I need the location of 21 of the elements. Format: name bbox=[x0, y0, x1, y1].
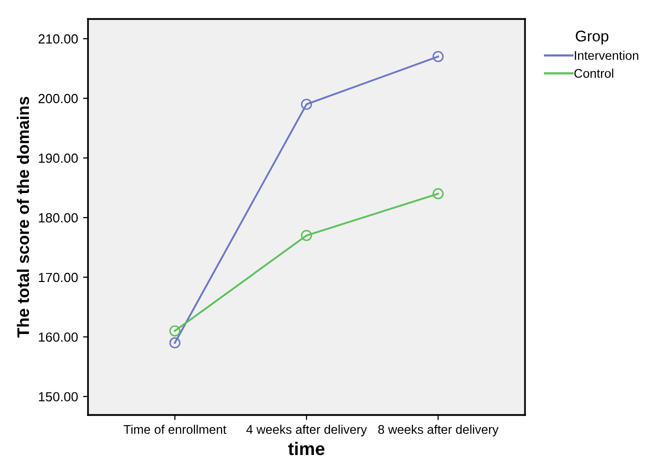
point bbox=[432, 51, 444, 62]
x-tick-label: 8 weeks after delivery bbox=[378, 424, 499, 436]
y-tick-label: 200.00 bbox=[38, 94, 78, 104]
y-tick-label: 180.00 bbox=[38, 213, 78, 223]
point bbox=[300, 98, 312, 110]
x-tick-label: 4 weeks after delivery bbox=[246, 424, 367, 436]
y-tick-label: 210.00 bbox=[38, 34, 78, 44]
y-tick-label: 160.00 bbox=[38, 332, 78, 342]
y-tick-label: 170.00 bbox=[38, 272, 78, 282]
legend-label: Control bbox=[574, 68, 614, 78]
point bbox=[169, 337, 180, 348]
x-tick-label: Time of enrollment bbox=[124, 424, 226, 434]
point bbox=[432, 188, 444, 200]
point bbox=[300, 230, 312, 242]
y-tick-label: 150.00 bbox=[38, 392, 78, 402]
point bbox=[169, 325, 180, 336]
y-tick-label: 190.00 bbox=[38, 154, 78, 163]
x-axis-title: time bbox=[288, 442, 324, 456]
legend-title: Grop bbox=[576, 30, 608, 44]
y-axis-title: The total score of the domains bbox=[16, 96, 30, 338]
legend-label: Intervention bbox=[574, 50, 638, 60]
